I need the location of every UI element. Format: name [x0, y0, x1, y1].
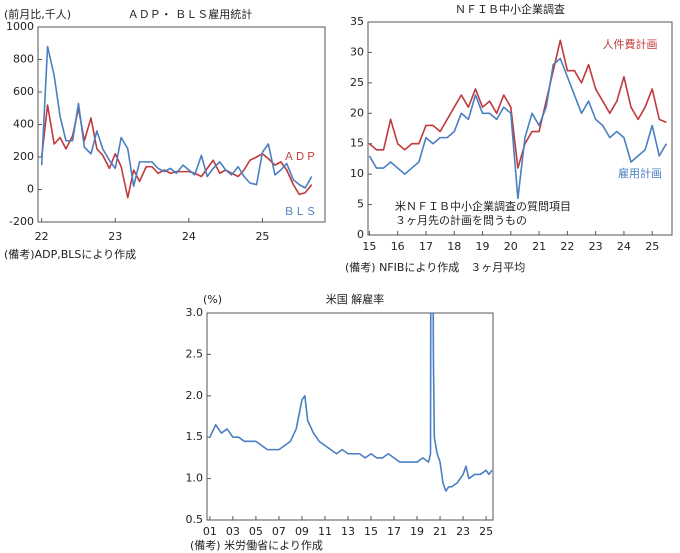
x-tick-label: 19 [476, 240, 490, 253]
y-tick-label: 1.5 [186, 430, 204, 443]
unit-label: (%) [203, 293, 222, 306]
chart-title: 米国 解雇率 [326, 292, 385, 306]
y-tick-label: 800 [13, 53, 34, 66]
x-tick-label: 20 [504, 240, 518, 253]
x-tick-label: 25 [255, 230, 269, 243]
series-label: 雇用計画 [618, 166, 662, 180]
x-tick-label: 13 [341, 525, 355, 538]
note: (備考) NFIBにより作成 ３ヶ月平均 [345, 261, 525, 274]
annotation: ３ヶ月先の計画を問うもの [395, 213, 527, 227]
y-tick-label: 10 [350, 167, 364, 180]
y-tick-label: 200 [13, 150, 34, 163]
x-tick-label: 24 [182, 230, 196, 243]
annotation: 米ＮＦＩＢ中小企業調査の質問項目 [395, 199, 571, 213]
y-tick-label: -200 [9, 215, 34, 228]
series-line [40, 45, 313, 189]
y-tick-label: 25 [350, 76, 364, 89]
y-tick-label: 400 [13, 118, 34, 131]
note: (備考)ADP,BLSにより作成 [4, 248, 136, 261]
y-tick-label: 600 [13, 85, 34, 98]
series-label: ＡＤＰ [284, 150, 317, 163]
y-tick-label: 0.5 [186, 513, 204, 526]
x-tick-label: 15 [364, 525, 378, 538]
plot-frame [206, 312, 494, 521]
series-label: ＢＬＳ [284, 205, 317, 218]
series-line [40, 104, 313, 199]
x-tick-label: 17 [387, 525, 401, 538]
plot-frame [367, 21, 673, 236]
x-tick-label: 11 [318, 525, 332, 538]
x-tick-label: 19 [410, 525, 424, 538]
x-tick-label: 23 [589, 240, 603, 253]
x-tick-label: 21 [433, 525, 447, 538]
x-tick-label: 17 [419, 240, 433, 253]
x-tick-label: 03 [226, 525, 240, 538]
note: (備考) 米労働省により作成 [190, 538, 323, 552]
y-tick-label: 1.0 [186, 472, 204, 485]
y-tick-label: 30 [350, 45, 364, 58]
y-tick-label: 2.0 [186, 389, 204, 402]
series-line [368, 39, 667, 169]
x-tick-label: 09 [295, 525, 309, 538]
y-tick-label: 2.5 [186, 347, 204, 360]
x-tick-label: 01 [203, 525, 217, 538]
chart: 米国 解雇率 (%) (備考) 米労働省により作成 0.5 1.0 1.5 2.0 2.5 3.… [186, 292, 494, 552]
x-tick-label: 21 [532, 240, 546, 253]
y-tick-label: 0 [357, 228, 364, 241]
x-tick-label: 25 [479, 525, 493, 538]
y-tick-label: 0 [27, 183, 34, 196]
series-line [368, 57, 668, 200]
chart-title: ＡＤＰ・ ＢＬＳ雇用統計 [128, 7, 253, 21]
x-tick-label: 07 [272, 525, 286, 538]
x-tick-label: 05 [249, 525, 263, 538]
chart: ＮＦＩＢ中小企業調査 (備考) NFIBにより作成 ３ヶ月平均 0 5 10 15 20 25… [345, 2, 673, 274]
x-tick-label: 18 [447, 240, 461, 253]
x-tick-label: 22 [560, 240, 574, 253]
series-label: 人件費計画 [603, 37, 658, 51]
x-tick-label: 16 [391, 240, 405, 253]
x-tick-label: 24 [617, 240, 631, 253]
x-tick-label: 25 [645, 240, 659, 253]
y-tick-label: 1000 [6, 20, 34, 33]
x-tick-label: 23 [108, 230, 122, 243]
x-tick-label: 23 [456, 525, 470, 538]
chart: ＡＤＰ・ ＢＬＳ雇用統計 (前月比,千人) (備考)ADP,BLSにより作成 -200… [4, 7, 326, 261]
x-tick-label: 22 [35, 230, 49, 243]
y-tick-label: 3.0 [186, 306, 204, 319]
unit-label: (前月比,千人) [4, 7, 71, 21]
y-tick-label: 5 [357, 198, 364, 211]
y-tick-label: 35 [350, 15, 364, 28]
x-tick-label: 15 [362, 240, 376, 253]
y-tick-label: 15 [350, 137, 364, 150]
chart-title: ＮＦＩＢ中小企業調査 [455, 2, 565, 16]
series-line [209, 313, 493, 492]
y-tick-label: 20 [350, 106, 364, 119]
